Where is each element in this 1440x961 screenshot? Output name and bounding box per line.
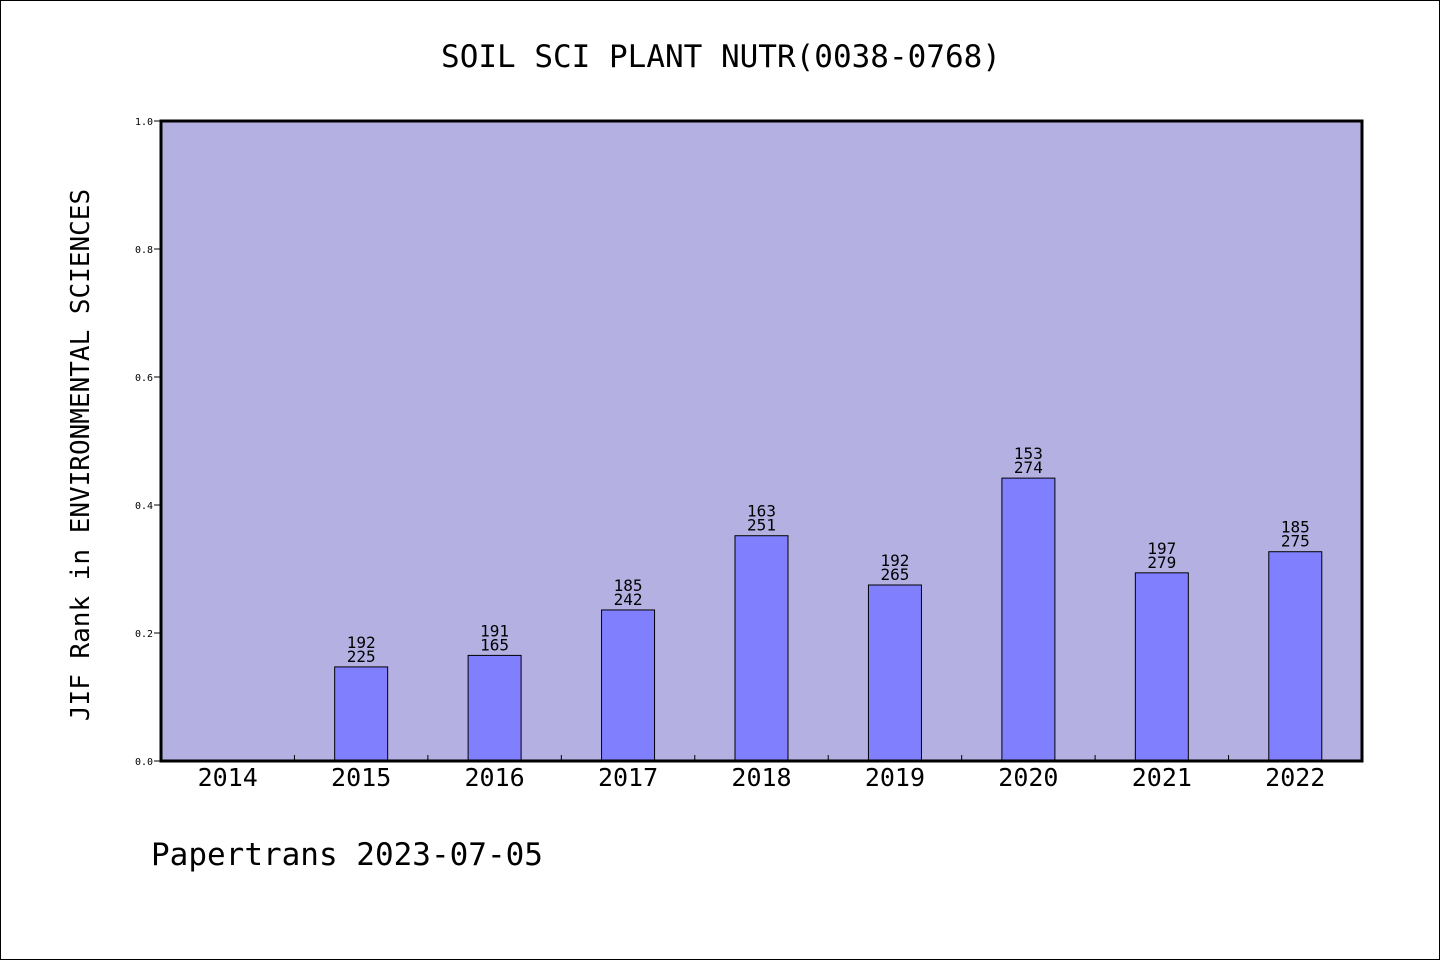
x-tick-label: 2015 [331, 763, 391, 792]
footer-text: Papertrans 2023-07-05 [151, 837, 543, 873]
x-tick-label: 2021 [1132, 763, 1192, 792]
bar-rank-label: 192 [880, 551, 909, 570]
bar-total-label: 251 [747, 516, 776, 535]
x-tick-label: 2014 [198, 763, 258, 792]
y-tick-label: 0.0 [135, 757, 153, 768]
bar-rank-label: 192 [347, 633, 376, 652]
bar-total-label: 265 [880, 565, 909, 584]
bar-total-label: 275 [1281, 532, 1310, 551]
bar [1001, 477, 1056, 762]
y-axis-label: JIF Rank in ENVIRONMENTAL SCIENCES [66, 189, 96, 721]
x-tick-label: 2017 [598, 763, 658, 792]
bar-rank-label: 163 [747, 502, 776, 521]
bar-total-label: 165 [480, 635, 509, 654]
y-tick-label: 0.4 [135, 501, 153, 512]
bar [867, 584, 922, 762]
bar-rank-label: 197 [1147, 539, 1176, 558]
bar [1134, 572, 1189, 762]
bar-rank-label: 185 [1281, 518, 1310, 537]
bar-total-label: 225 [347, 647, 376, 666]
bar [467, 654, 522, 762]
y-tick-label: 0.8 [135, 245, 153, 256]
x-tick-label: 2020 [998, 763, 1058, 792]
bar-rank-label: 185 [614, 576, 643, 595]
bar-rank-label: 191 [480, 621, 509, 640]
bar [601, 609, 656, 762]
bar-total-label: 242 [614, 590, 643, 609]
x-tick-label: 2018 [731, 763, 791, 792]
x-tick-label: 2022 [1265, 763, 1325, 792]
x-tick-label: 2019 [865, 763, 925, 792]
y-tick-label: 0.2 [135, 629, 153, 640]
bars-group: 1922251911651852421632511922651532741972… [334, 444, 1323, 762]
bar [334, 666, 389, 762]
plot-border [159, 119, 1364, 763]
y-tick-label: 0.6 [135, 373, 153, 384]
y-tick-label: 1.0 [135, 117, 153, 128]
bar [1268, 551, 1323, 762]
chart-title: SOIL SCI PLANT NUTR(0038-0768) [441, 39, 1001, 75]
bar-rank-label: 153 [1014, 444, 1043, 463]
bar-total-label: 279 [1147, 553, 1176, 572]
x-tick-label: 2016 [465, 763, 525, 792]
bar-total-label: 274 [1014, 458, 1043, 477]
bar [734, 535, 789, 762]
ticks-group: 0.0 0.2 0.4 0.6 0.8 1.0 2014 2015 2016 2017 2018 20… [135, 117, 1325, 792]
